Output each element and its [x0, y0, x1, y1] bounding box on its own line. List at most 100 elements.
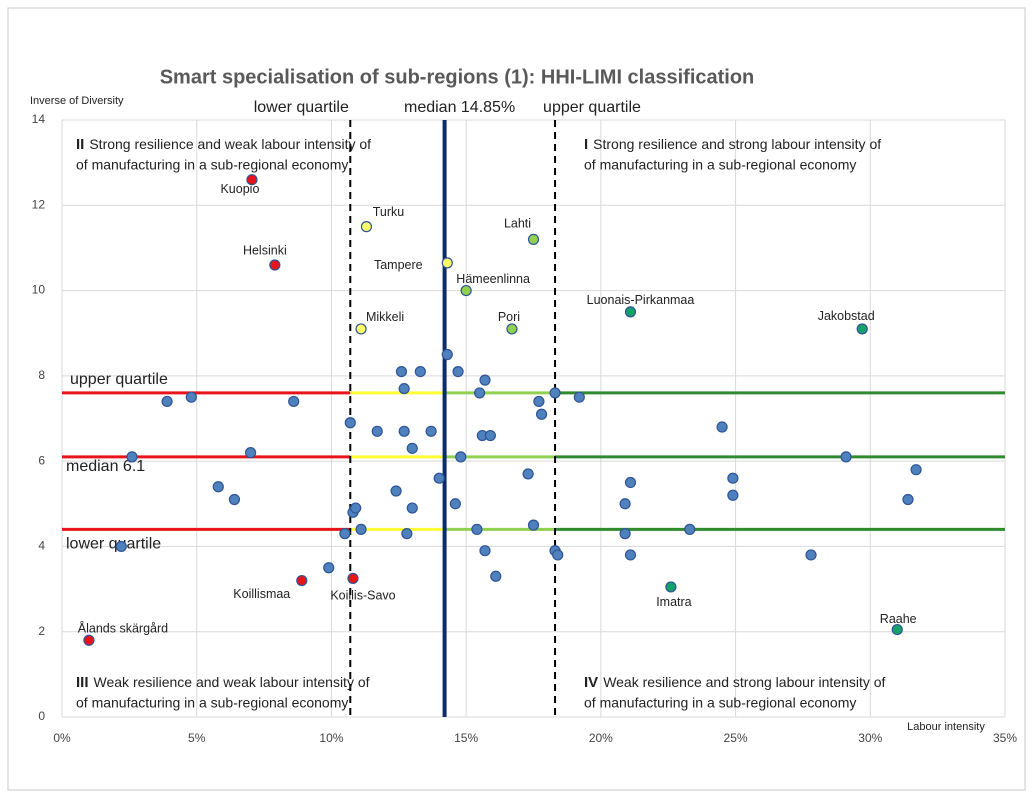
point-label: Helsinki [243, 243, 287, 257]
data-point [684, 523, 696, 535]
data-point [522, 468, 534, 480]
point-label: Mikkeli [366, 310, 404, 324]
data-point [479, 545, 491, 557]
point-label: Tampere [374, 258, 423, 272]
data-point [624, 549, 637, 561]
x-tick-label: 20% [589, 731, 613, 745]
data-point [360, 221, 373, 233]
data-point [484, 429, 496, 442]
data-point [902, 493, 914, 506]
data-point [716, 421, 728, 433]
point-label: Luonais-Pirkanmaa [587, 293, 695, 307]
x-tick-label: 35% [993, 731, 1017, 745]
data-point [398, 425, 410, 437]
data-point [414, 365, 426, 378]
data-point [573, 391, 585, 403]
x-tick-label: 15% [454, 731, 478, 745]
reference-line-label: lower quartile [254, 99, 349, 116]
point-label: Kuopio [220, 182, 259, 196]
point-label: Pori [498, 310, 520, 324]
point-label: Ålands skärgård [78, 621, 168, 636]
quadrant-line: of manufacturing in a sub-regional econo… [584, 695, 856, 711]
data-point [83, 634, 95, 646]
data-point [527, 519, 540, 531]
y-tick-label: 12 [32, 197, 46, 211]
x-tick-label: 10% [319, 731, 343, 745]
point-label: Imatra [656, 595, 691, 609]
quadrant-numeral: IV [584, 674, 598, 691]
data-point [246, 174, 258, 186]
data-point [401, 528, 413, 540]
point-label: Jakobstad [818, 309, 875, 323]
x-tick-label: 30% [858, 731, 882, 745]
data-point [619, 528, 631, 540]
data-point [479, 374, 491, 386]
point-label: Koillismaa [233, 587, 290, 601]
data-point [355, 523, 367, 535]
data-point [452, 365, 464, 378]
data-point [371, 425, 383, 437]
data-point [185, 391, 197, 403]
point-label: Turku [373, 205, 405, 219]
data-point [441, 257, 453, 269]
data-point [533, 395, 545, 408]
quadrant-line: Strong resilience and weak labour intens… [89, 136, 371, 152]
data-point [856, 323, 868, 335]
reference-line-label: lower quartile [66, 536, 161, 553]
data-point [355, 323, 367, 335]
quadrant-note: II Strong resilience and weak labour inte… [76, 136, 371, 173]
data-point [441, 348, 453, 361]
quadrant-line: of manufacturing in a sub-regional econo… [76, 157, 348, 173]
quadrant-numeral: I [584, 136, 588, 153]
point-label: Koillis-Savo [330, 589, 395, 603]
data-point [549, 387, 561, 399]
data-point [269, 259, 281, 271]
data-point [344, 417, 356, 429]
data-point [406, 502, 418, 514]
y-tick-label: 2 [38, 624, 45, 638]
data-point [460, 284, 472, 297]
data-point [245, 447, 257, 459]
quadrant-line: Weak resilience and weak labour intensit… [94, 674, 370, 690]
data-point [115, 540, 127, 553]
y-tick-label: 6 [38, 453, 45, 467]
data-point [449, 498, 461, 510]
quadrant-numeral: III [76, 674, 89, 691]
data-point [395, 365, 408, 378]
data-point [339, 528, 351, 540]
quadrant-line: Strong resilience and strong labour inte… [593, 136, 881, 152]
data-point [727, 472, 739, 484]
data-point [665, 581, 677, 593]
x-axis-label: Labour intensity [907, 721, 985, 733]
quadrant-line: Weak resilience and strong labour intens… [603, 674, 885, 690]
data-point [840, 451, 852, 463]
y-axis-label: Inverse of Diversity [30, 95, 124, 107]
data-point [727, 489, 739, 501]
reference-line-label: upper quartile [543, 99, 641, 116]
quadrant-note: IV Weak resilience and strong labour inte… [584, 674, 886, 711]
data-point [474, 387, 486, 399]
data-point [350, 502, 362, 514]
quadrant-note: I Strong resilience and strong labour int… [584, 136, 881, 173]
reference-line-label: median 14.85% [404, 99, 515, 116]
quadrant-text: I Strong resilience and strong labour int… [584, 136, 881, 153]
y-tick-label: 4 [38, 539, 45, 553]
data-point [323, 562, 335, 574]
data-point [347, 572, 359, 585]
frame [7, 7, 1026, 791]
data-point [228, 493, 241, 506]
data-point [406, 442, 418, 454]
data-point [425, 425, 437, 437]
data-point [471, 523, 483, 535]
data-point [296, 574, 308, 587]
data-point [390, 485, 402, 497]
x-tick-label: 25% [724, 731, 748, 745]
quadrant-text: III Weak resilience and weak labour inten… [76, 674, 370, 691]
data-point [212, 481, 224, 493]
quadrant-line: of manufacturing in a sub-regional econo… [584, 157, 856, 173]
quadrant-line: of manufacturing in a sub-regional econo… [76, 695, 348, 711]
data-point [624, 476, 637, 489]
data-point [161, 395, 173, 408]
point-label: Hämeenlinna [456, 272, 530, 286]
